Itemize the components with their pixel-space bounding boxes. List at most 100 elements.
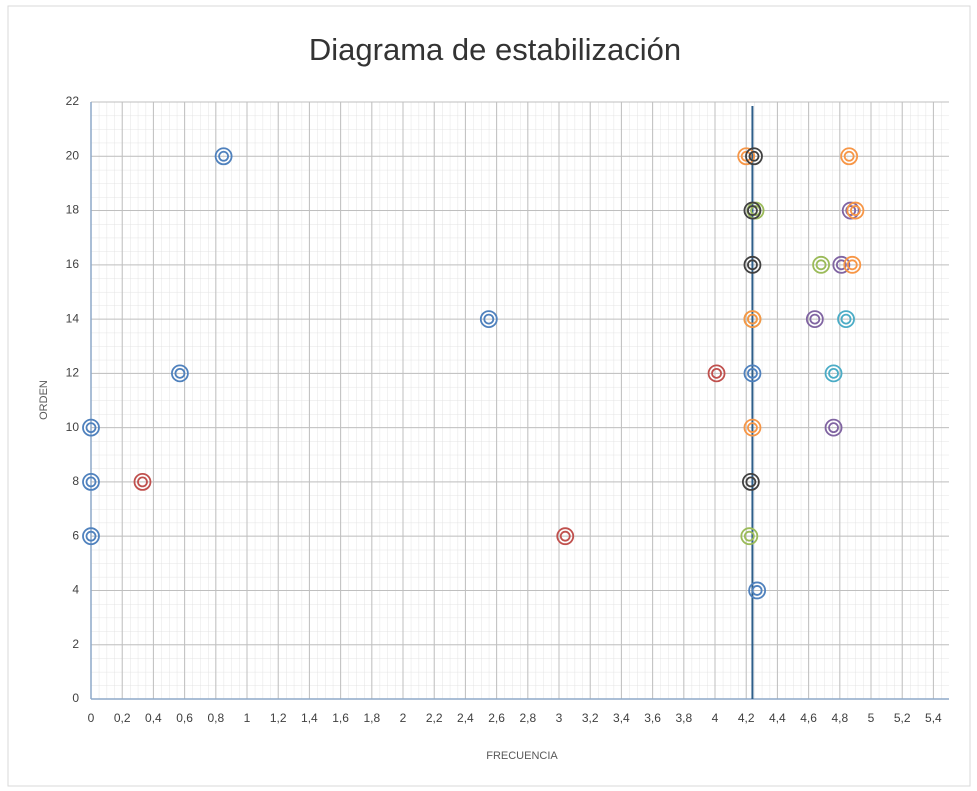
x-tick-label: 3,8 <box>675 711 692 725</box>
y-tick-label: 4 <box>72 583 79 597</box>
x-tick-label: 2,2 <box>426 711 443 725</box>
point-ring <box>828 367 839 379</box>
point <box>837 310 855 328</box>
point-ring <box>85 530 97 542</box>
point-ring <box>840 313 852 325</box>
point <box>805 310 824 328</box>
y-tick-label: 2 <box>72 637 79 651</box>
point <box>82 473 100 491</box>
x-tick-label: 0,6 <box>176 711 193 725</box>
point-ring <box>137 476 148 488</box>
point-ring <box>828 422 839 434</box>
point-ring <box>850 205 861 216</box>
point-ring <box>843 150 855 162</box>
point-ring <box>747 205 758 216</box>
y-tick-label: 22 <box>66 94 80 108</box>
y-tick-label: 16 <box>66 257 80 271</box>
point <box>82 527 100 546</box>
point-ring <box>711 367 722 379</box>
point-ring <box>809 313 821 325</box>
point-ring <box>840 147 859 166</box>
point <box>840 147 859 166</box>
point <box>846 201 865 220</box>
point-ring <box>812 255 830 274</box>
point-ring <box>741 473 760 491</box>
y-tick-label: 12 <box>66 366 80 380</box>
point-ring <box>747 259 758 271</box>
x-tick-label: 1 <box>244 711 251 725</box>
y-tick-label: 18 <box>66 203 80 217</box>
point <box>741 473 760 491</box>
x-tick-label: 1,6 <box>332 711 349 725</box>
x-tick-label: 0,4 <box>145 711 162 725</box>
point-ring <box>805 310 824 328</box>
x-tick-label: 2,4 <box>457 711 474 725</box>
x-tick-label: 3 <box>556 711 563 725</box>
x-tick-label: 3,2 <box>582 711 599 725</box>
x-tick-label: 0,8 <box>207 711 224 725</box>
point <box>133 473 152 491</box>
point-ring <box>85 422 97 434</box>
x-tick-label: 5,2 <box>894 711 911 725</box>
point-ring <box>747 313 758 325</box>
y-tick-label: 14 <box>66 311 80 325</box>
point-ring <box>835 259 847 271</box>
point-ring <box>743 201 762 220</box>
point-ring <box>483 313 495 325</box>
point-ring <box>82 473 100 491</box>
minor-grid <box>91 102 949 699</box>
y-tick-label: 6 <box>72 528 79 542</box>
y-tick-label: 20 <box>66 148 80 162</box>
point <box>824 418 843 437</box>
point <box>812 255 830 274</box>
point-ring <box>841 201 860 220</box>
point-ring <box>218 150 230 162</box>
x-tick-label: 4,6 <box>800 711 817 725</box>
x-tick-label: 0 <box>88 711 95 725</box>
y-tick-label: 10 <box>66 420 80 434</box>
point <box>743 201 762 220</box>
point <box>556 527 575 546</box>
point <box>743 418 762 437</box>
point-ring <box>133 473 152 491</box>
point-ring <box>556 527 575 546</box>
point <box>843 255 862 274</box>
x-tick-label: 4 <box>712 711 719 725</box>
point-ring <box>745 476 757 488</box>
x-tick-label: 0,2 <box>114 711 131 725</box>
chart-title: Diagrama de estabilización <box>309 32 681 67</box>
point-ring <box>743 310 762 328</box>
point <box>748 581 767 600</box>
x-tick-label: 4,4 <box>769 711 786 725</box>
x-tick-label: 1,8 <box>363 711 380 725</box>
y-tick-label: 8 <box>72 474 79 488</box>
point <box>832 255 851 274</box>
point <box>707 364 726 383</box>
x-tick-label: 5 <box>868 711 875 725</box>
x-tick-label: 2,6 <box>488 711 505 725</box>
y-axis-title: ORDEN <box>38 380 50 420</box>
x-tick-label: 1,2 <box>270 711 287 725</box>
point <box>214 147 233 166</box>
point-ring <box>174 367 186 379</box>
x-tick-label: 4,8 <box>831 711 848 725</box>
point-ring <box>748 150 760 162</box>
point <box>824 364 843 383</box>
point-ring <box>737 147 756 166</box>
point-ring <box>479 310 498 328</box>
point-ring <box>743 418 762 437</box>
point <box>82 418 100 437</box>
point-ring <box>745 147 763 166</box>
point-ring <box>824 418 843 437</box>
x-tick-label: 2 <box>400 711 407 725</box>
point-ring <box>843 255 862 274</box>
point-ring <box>748 581 767 600</box>
point <box>745 147 763 166</box>
point <box>743 310 762 328</box>
point-ring <box>747 367 758 379</box>
point-ring <box>82 418 100 437</box>
point-ring <box>740 527 759 546</box>
point-ring <box>837 310 855 328</box>
x-axis-title: FRECUENCIA <box>486 750 558 762</box>
